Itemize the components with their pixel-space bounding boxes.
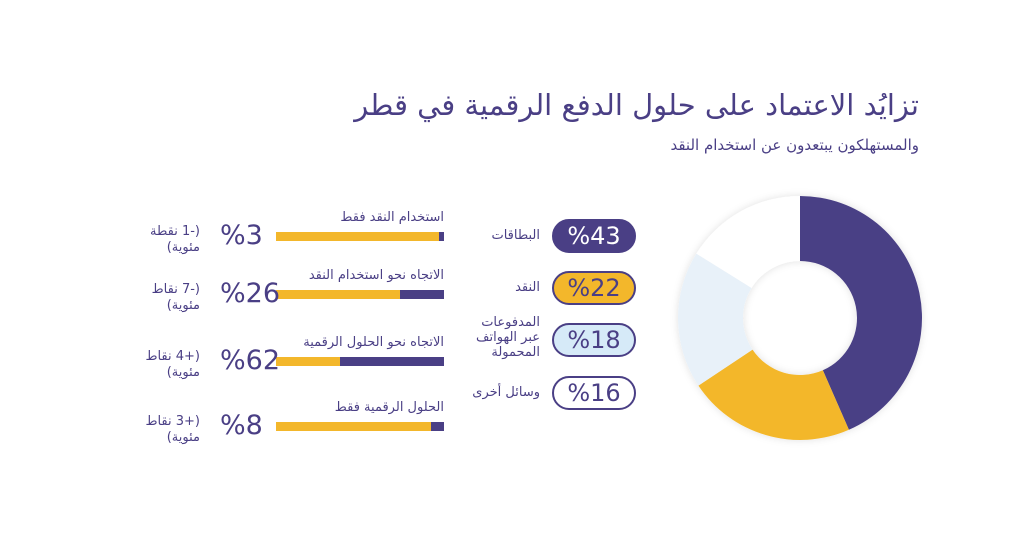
legend-label: النقد [515, 280, 540, 295]
bar-fill [276, 290, 401, 299]
donut-slice [698, 349, 849, 440]
legend-label: المدفوعات عبر الهواتف المحمولة [476, 315, 540, 360]
bar-label: استخدام النقد فقط [340, 210, 444, 225]
bar-label: الحلول الرقمية فقط [334, 400, 444, 415]
legend-value: %18 [552, 323, 636, 357]
bar-value: %26 [220, 278, 281, 309]
bar-row: الاتجاه نحو استخدام النقد %26 (-7 نقاط م… [120, 268, 460, 328]
donut-chart [678, 196, 922, 440]
bar-fill [276, 232, 439, 241]
legend-value: %22 [552, 271, 636, 305]
bar-fill [276, 357, 340, 366]
bar-value: %8 [220, 410, 263, 441]
page-title: تزايُد الاعتماد على حلول الدفع الرقمية ف… [354, 88, 919, 122]
bar-track [276, 422, 444, 431]
legend-value: %16 [552, 376, 636, 410]
bar-row: الاتجاه نحو الحلول الرقمية %62 (+4 نقاط … [120, 335, 460, 395]
bar-track [276, 290, 444, 299]
page-subtitle: والمستهلكون يبتعدون عن استخدام النقد [670, 136, 919, 154]
bar-row: الحلول الرقمية فقط %8 (+3 نقاط مئوية) [120, 400, 460, 460]
bar-value: %3 [220, 220, 263, 251]
donut-slice [800, 196, 922, 430]
legend-label: البطاقات [491, 228, 540, 243]
bar-fill [276, 422, 431, 431]
bar-change: (-1 نقطة مئوية) [149, 224, 200, 255]
bar-change: (-7 نقاط مئوية) [151, 282, 200, 313]
bar-track [276, 357, 444, 366]
donut-slice [678, 253, 753, 386]
bar-row: استخدام النقد فقط %3 (-1 نقطة مئوية) [120, 210, 460, 270]
legend-label: وسائل أخرى [472, 385, 540, 400]
bar-change: (+3 نقاط مئوية) [145, 414, 200, 445]
bar-label: الاتجاه نحو الحلول الرقمية [303, 335, 444, 350]
legend-value: %43 [552, 219, 636, 253]
bar-change: (+4 نقاط مئوية) [145, 349, 200, 380]
donut-slice [696, 196, 800, 288]
bar-value: %62 [220, 345, 281, 376]
bar-label: الاتجاه نحو استخدام النقد [308, 268, 444, 283]
bar-track [276, 232, 444, 241]
